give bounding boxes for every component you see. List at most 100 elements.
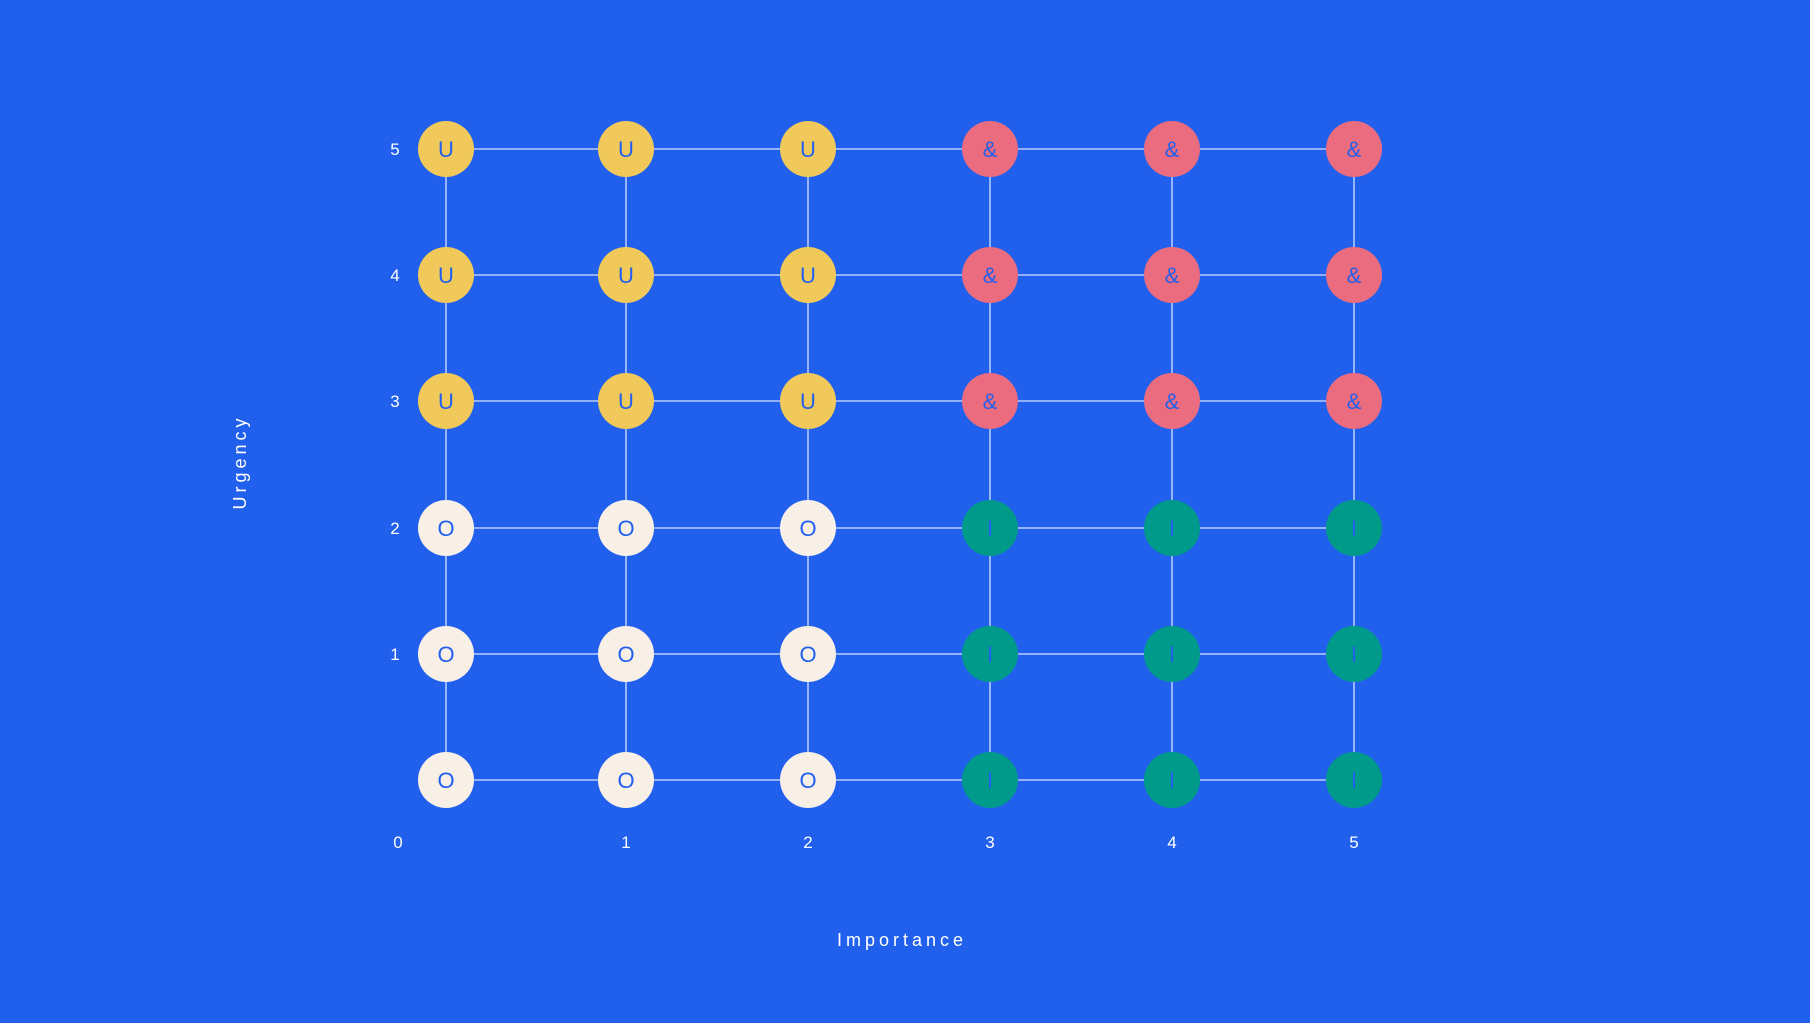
dots: U U U & & & U U U & & & U U U & & & O O O I I I O O O I I I O O O I I I <box>418 121 1382 808</box>
point-label: O <box>617 768 634 793</box>
point-marker <box>780 626 836 682</box>
point-marker <box>418 121 474 177</box>
point-label: U <box>618 389 634 414</box>
matrix-point: U <box>598 121 654 177</box>
point-label: I <box>987 768 993 793</box>
x-tick-label: 1 <box>621 833 630 852</box>
point-label: U <box>618 137 634 162</box>
matrix-point: & <box>1326 121 1382 177</box>
matrix-point: & <box>962 121 1018 177</box>
matrix-point: U <box>598 247 654 303</box>
point-marker <box>1326 500 1382 556</box>
matrix-point: I <box>1326 752 1382 808</box>
point-marker <box>1326 373 1382 429</box>
tick-labels: 0 1 2 3 4 5 1 2 3 4 5 <box>390 140 1358 852</box>
matrix-point: I <box>962 752 1018 808</box>
matrix-point: & <box>1144 373 1200 429</box>
point-label: O <box>799 642 816 667</box>
matrix-point: U <box>418 121 474 177</box>
matrix-point: & <box>962 373 1018 429</box>
point-marker <box>418 500 474 556</box>
x-tick-label: 5 <box>1349 833 1358 852</box>
x-tick-label: 4 <box>1167 833 1176 852</box>
point-marker <box>1144 121 1200 177</box>
point-marker <box>1144 247 1200 303</box>
point-label: U <box>438 389 454 414</box>
point-label: & <box>983 389 998 414</box>
point-marker <box>1144 752 1200 808</box>
point-label: O <box>437 642 454 667</box>
point-label: I <box>1169 642 1175 667</box>
matrix-point: & <box>1326 247 1382 303</box>
point-label: U <box>800 389 816 414</box>
point-marker <box>962 121 1018 177</box>
x-tick-label: 2 <box>803 833 812 852</box>
matrix-point: O <box>418 752 474 808</box>
point-marker <box>1326 121 1382 177</box>
point-marker <box>598 752 654 808</box>
point-label: O <box>437 516 454 541</box>
point-label: & <box>1347 389 1362 414</box>
point-marker <box>780 373 836 429</box>
matrix-point: I <box>962 500 1018 556</box>
point-marker <box>1326 752 1382 808</box>
point-label: & <box>1165 137 1180 162</box>
point-marker <box>418 373 474 429</box>
point-label: & <box>983 137 998 162</box>
matrix-point: I <box>962 626 1018 682</box>
matrix-point: O <box>780 752 836 808</box>
point-marker <box>598 121 654 177</box>
matrix-point: O <box>418 626 474 682</box>
point-label: O <box>437 768 454 793</box>
point-marker <box>962 500 1018 556</box>
point-label: O <box>799 516 816 541</box>
point-marker <box>962 247 1018 303</box>
matrix-point: U <box>780 121 836 177</box>
point-marker <box>780 752 836 808</box>
point-marker <box>780 247 836 303</box>
y-tick-label: 4 <box>390 266 399 285</box>
point-label: & <box>1347 263 1362 288</box>
y-axis-label: Urgency <box>230 414 250 509</box>
matrix-point: O <box>598 752 654 808</box>
y-tick-label: 5 <box>390 140 399 159</box>
matrix-point: O <box>598 500 654 556</box>
point-label: U <box>438 137 454 162</box>
point-label: O <box>617 642 634 667</box>
matrix-point: & <box>962 247 1018 303</box>
point-label: & <box>1347 137 1362 162</box>
matrix-point: & <box>1144 121 1200 177</box>
point-label: O <box>799 768 816 793</box>
point-label: I <box>987 516 993 541</box>
point-label: I <box>1169 768 1175 793</box>
point-marker <box>418 626 474 682</box>
point-marker <box>598 626 654 682</box>
point-label: I <box>987 642 993 667</box>
point-label: U <box>800 263 816 288</box>
matrix-point: U <box>418 247 474 303</box>
point-marker <box>780 500 836 556</box>
point-label: U <box>618 263 634 288</box>
point-label: & <box>1165 389 1180 414</box>
point-label: I <box>1351 642 1357 667</box>
matrix-point: U <box>598 373 654 429</box>
y-tick-label: 3 <box>390 392 399 411</box>
point-marker <box>418 752 474 808</box>
point-label: U <box>800 137 816 162</box>
matrix-point: I <box>1144 626 1200 682</box>
matrix-point: O <box>598 626 654 682</box>
x-axis-label: Importance <box>837 930 967 950</box>
point-marker <box>1144 373 1200 429</box>
point-label: O <box>617 516 634 541</box>
point-marker <box>598 500 654 556</box>
matrix-point: & <box>1144 247 1200 303</box>
matrix-point: O <box>418 500 474 556</box>
matrix-point: O <box>780 626 836 682</box>
point-marker <box>418 247 474 303</box>
x-tick-label: 0 <box>393 833 402 852</box>
matrix-point: I <box>1326 500 1382 556</box>
point-marker <box>962 626 1018 682</box>
matrix-point: U <box>418 373 474 429</box>
